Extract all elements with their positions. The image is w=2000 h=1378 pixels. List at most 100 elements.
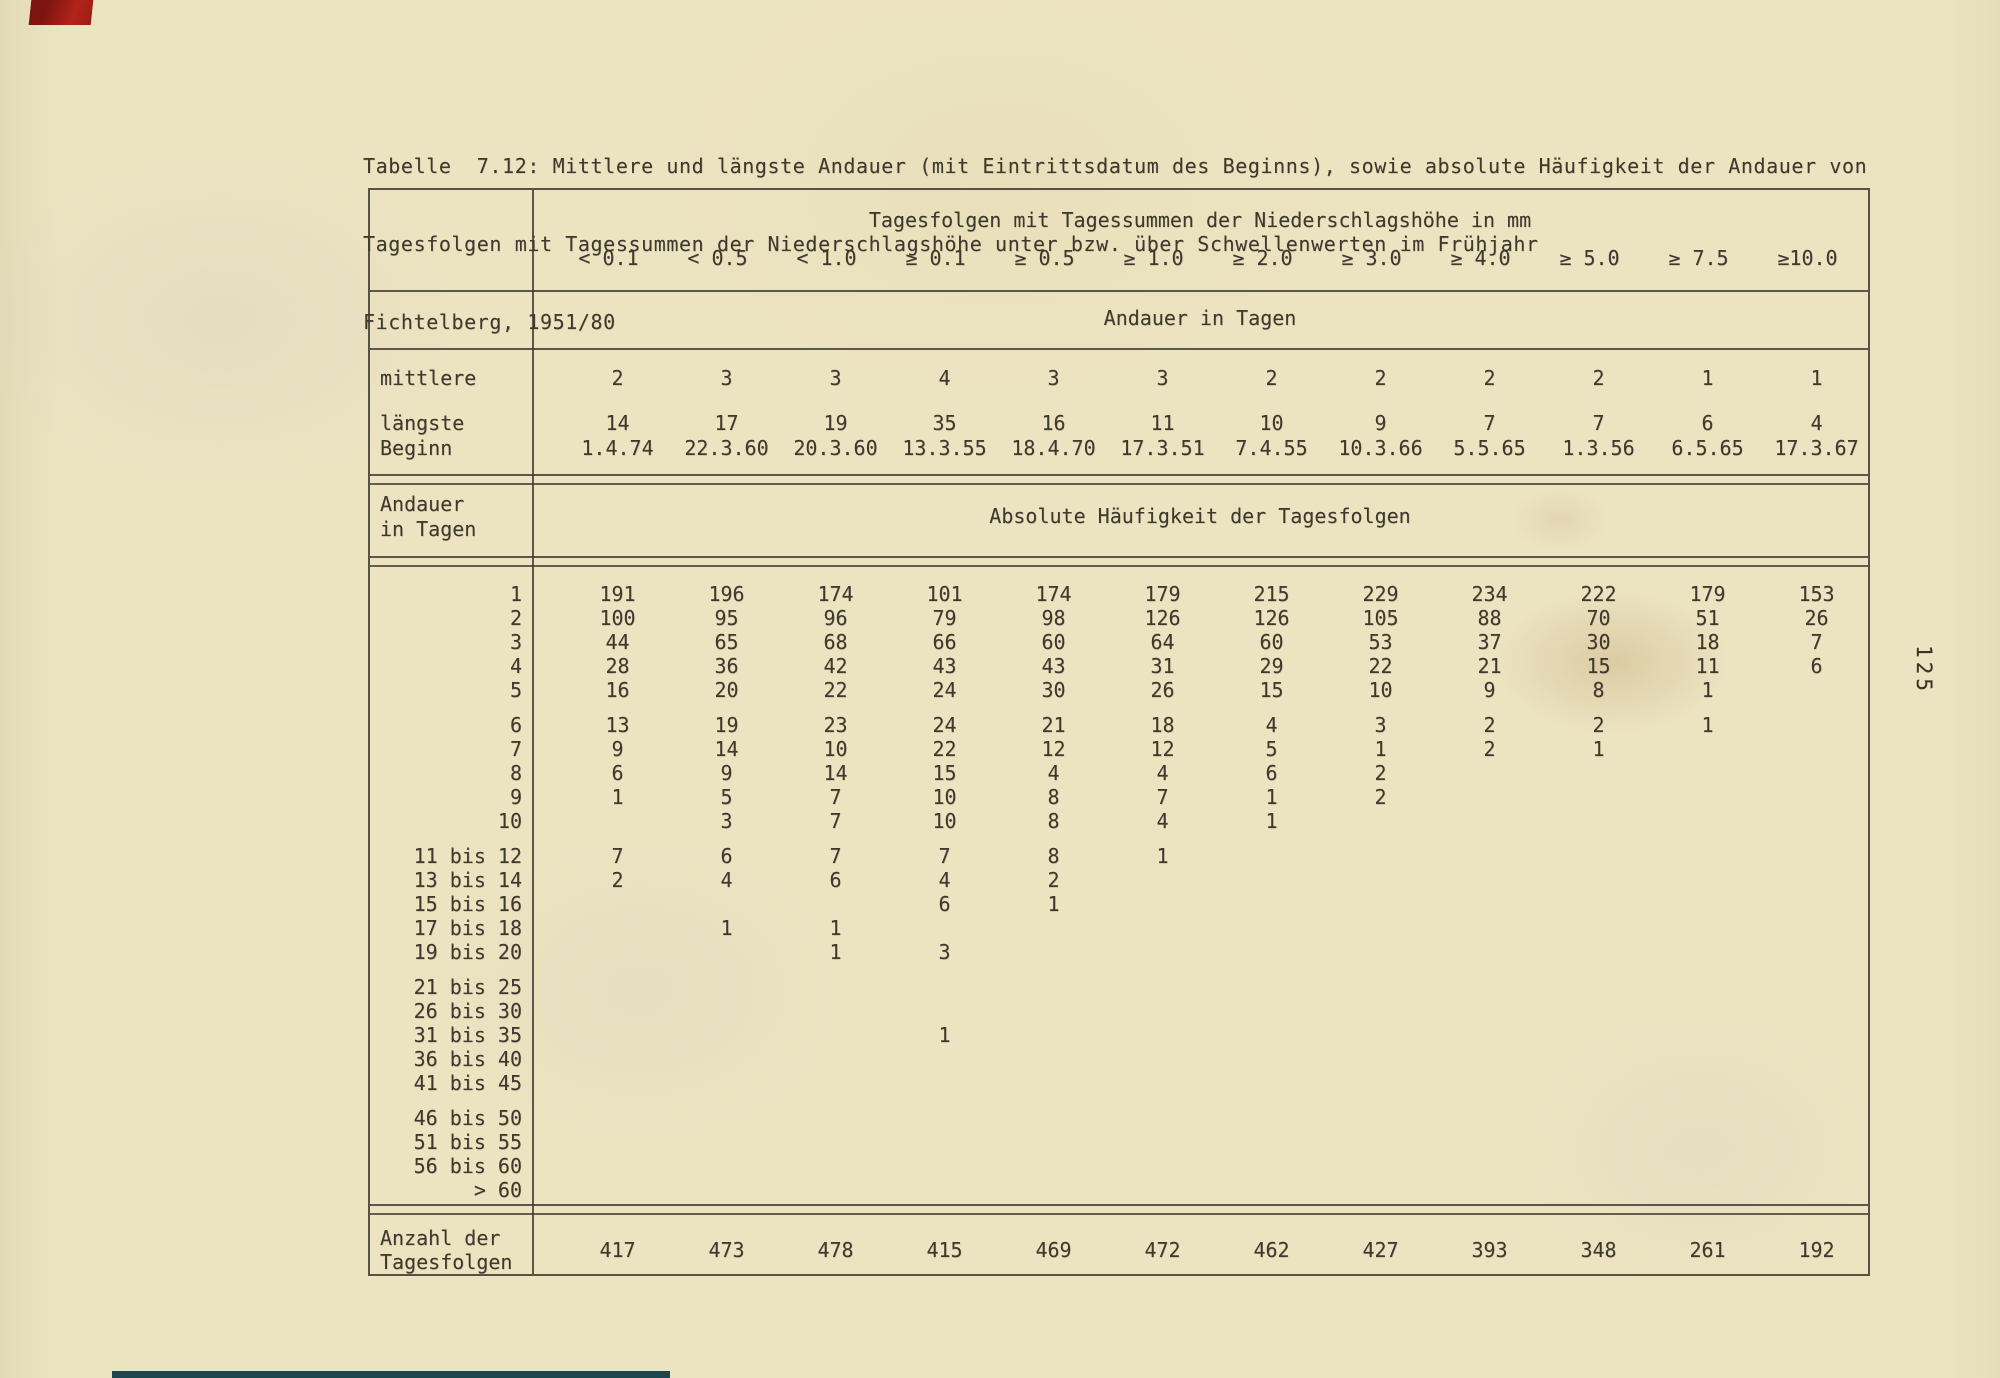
footer-label-line-1: Anzahl der: [380, 1226, 501, 1250]
double-rule-above-footer: [370, 1204, 1868, 1215]
table-cell: [1217, 868, 1326, 892]
table-cell: ≥ 0.1: [905, 246, 966, 270]
bottom-edge-artifact: [112, 1371, 670, 1378]
table-cell: [999, 1023, 1108, 1047]
table-cell: 4: [1156, 809, 1169, 833]
row-label-laengste: längste: [380, 411, 465, 435]
table-cell: 4: [938, 366, 951, 390]
row-label: 36 bis 40: [413, 1047, 522, 1071]
table-cell: [1762, 809, 1871, 833]
table-cell: [1326, 844, 1435, 868]
row-label: 15 bis 16: [413, 892, 522, 916]
table-cell: 2: [1265, 366, 1278, 390]
row-label: 8: [509, 761, 522, 785]
table-cell: 10: [823, 737, 848, 761]
table-cell: [781, 892, 890, 916]
row-cells: 6 9 14 15 4 4 6 2: [554, 761, 1862, 785]
table-cell: 60: [1259, 630, 1284, 654]
table-cell: [1435, 940, 1544, 964]
row-cells: 100 95 96 79 98 126 126 105 88 70 51 26: [554, 606, 1862, 630]
table-cell: [1653, 892, 1762, 916]
table-cell: 1: [720, 916, 733, 940]
table-cell: 1: [829, 916, 842, 940]
table-cell: 30: [1586, 630, 1611, 654]
table-row: 6 13 19 23 24 21 18 4 3 2 2 1: [370, 713, 1868, 737]
table-cell: ≥ 0.5: [1014, 246, 1075, 270]
row-label: 17 bis 18: [413, 916, 522, 940]
table-cell: 24: [932, 713, 957, 737]
table-cell: 126: [1253, 606, 1290, 630]
table-cell: [1762, 1023, 1871, 1047]
red-ink-mark: [28, 0, 94, 25]
row-label: 5: [509, 678, 522, 702]
table-cell: 35: [932, 411, 957, 435]
table-cell: 3: [829, 366, 842, 390]
table-cell: [1544, 809, 1653, 833]
table-cell: 2: [1592, 366, 1605, 390]
table-cell: 4: [1047, 761, 1060, 785]
table-cell: 1: [1701, 366, 1714, 390]
table-cell: 2: [1592, 713, 1605, 737]
table-cell: 7: [1483, 411, 1496, 435]
table-cell: 1: [1701, 678, 1714, 702]
table-cell: [1653, 940, 1762, 964]
table-cell: 20.3.60: [793, 436, 878, 460]
table-row: 3 44 65 68 66 60 64 60 53 37 30 18 7: [370, 630, 1868, 654]
table-cell: 3: [1047, 366, 1060, 390]
row-label: 21 bis 25: [413, 975, 522, 999]
table-top-header: Tagesfolgen mit Tagessummen der Niedersc…: [868, 208, 1532, 232]
table-cell: ≥ 7.5: [1668, 246, 1729, 270]
table-cell: 26: [1804, 606, 1829, 630]
row-label: > 60: [473, 1178, 522, 1202]
table-cell: 10: [932, 809, 957, 833]
table-cell: 2: [611, 366, 624, 390]
table-cell: 10.3.66: [1338, 436, 1423, 460]
table-cell: [1544, 785, 1653, 809]
table-cell: 4: [938, 868, 951, 892]
table-cell: 1: [611, 785, 624, 809]
table-cell: 36: [714, 654, 739, 678]
table-cell: [1762, 940, 1871, 964]
table-cell: 1: [1374, 737, 1387, 761]
table-cell: 6: [720, 844, 733, 868]
table-cell: 28: [605, 654, 630, 678]
table-row: 19 bis 20 1 3: [370, 940, 1868, 964]
row-cells: 3 7 10 8 4 1: [554, 809, 1862, 833]
table-cell: 23: [823, 713, 848, 737]
table-cell: 1: [1592, 737, 1605, 761]
table-cell: 192: [1798, 1238, 1835, 1262]
table-cell: 65: [714, 630, 739, 654]
table-cell: [1762, 678, 1871, 702]
table-cell: ≥ 3.0: [1341, 246, 1402, 270]
table-cell: [1544, 916, 1653, 940]
row-label: 26 bis 30: [413, 999, 522, 1023]
row-group: 46 bis 50 51 bis 55 56 bis 60 > 60: [370, 1106, 1868, 1202]
table-cell: 196: [708, 582, 745, 606]
table-cell: [1108, 892, 1217, 916]
table-cell: 8: [1047, 809, 1060, 833]
rule-under-thresholds: [370, 290, 1868, 292]
double-rule-under-beginn: [370, 474, 1868, 485]
table-cell: [1108, 1023, 1217, 1047]
table-cell: ≥ 5.0: [1559, 246, 1620, 270]
table-cell: [1762, 785, 1871, 809]
table-cell: [1762, 868, 1871, 892]
table-cell: < 0.5: [687, 246, 748, 270]
row-mittlere: 2 3 3 4 3 3 2 2 2 2 1 1: [554, 366, 1862, 390]
table-cell: ≥ 4.0: [1450, 246, 1511, 270]
table-cell: 4: [1810, 411, 1823, 435]
table-cell: 7: [1592, 411, 1605, 435]
table-cell: [1217, 1023, 1326, 1047]
table-cell: 70: [1586, 606, 1611, 630]
table-cell: 14: [823, 761, 848, 785]
table-row: 11 bis 12 7 6 7 7 8 1: [370, 844, 1868, 868]
table-row: 31 bis 35 1: [370, 1023, 1868, 1047]
row-cells: 2 4 6 4 2: [554, 868, 1862, 892]
row-beginn-dates: 1.4.74 22.3.60 20.3.60 13.3.55 18.4.70 17.3.5…: [554, 436, 1862, 460]
row-cells: 9 14 10 22 12 12 5 1 2 1: [554, 737, 1862, 761]
table-cell: 37: [1477, 630, 1502, 654]
table-cell: 43: [1041, 654, 1066, 678]
table-cell: 126: [1144, 606, 1181, 630]
